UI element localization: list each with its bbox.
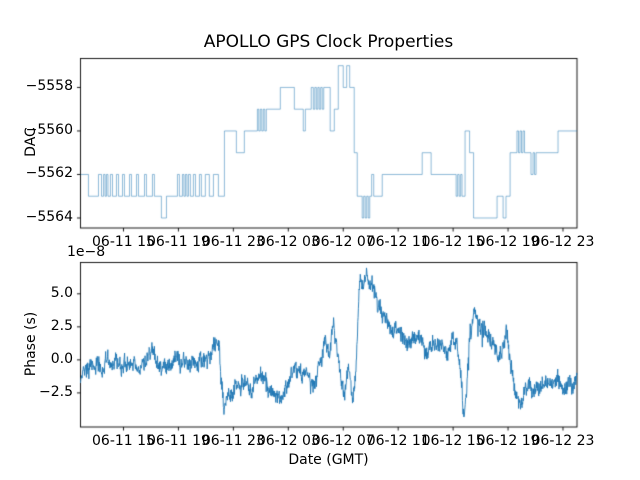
y-tick-label-dac: −5560 [25, 121, 73, 138]
x-tick-label-top: 06-12 19 [476, 233, 540, 250]
x-tick-label-top: 06-12 15 [421, 233, 485, 250]
x-tick-label-bottom: 06-12 07 [311, 432, 375, 449]
y-tick-label-dac: −5562 [25, 165, 73, 182]
x-tick-label-bottom: 06-11 23 [201, 432, 265, 449]
x-tick-label-bottom: 06-12 19 [476, 432, 540, 449]
y-tick-label-phase: −2.5 [39, 383, 73, 400]
x-axis-label: Date (GMT) [288, 452, 369, 468]
y-tick-label-phase: 0.0 [50, 350, 73, 367]
x-tick-label-top: 06-11 23 [201, 233, 265, 250]
x-tick-label-top: 06-11 19 [146, 233, 210, 250]
x-tick-label-bottom: 06-12 11 [366, 432, 430, 449]
x-tick-label-top: 06-12 11 [366, 233, 430, 250]
x-tick-label-bottom: 06-12 03 [256, 432, 320, 449]
x-tick-label-bottom: 06-12 23 [531, 432, 595, 449]
x-tick-label-top: 06-11 15 [92, 233, 155, 250]
x-tick-label-top: 06-12 03 [256, 233, 320, 250]
x-tick-label-bottom: 06-12 15 [421, 432, 485, 449]
y-tick-label-dac: −5558 [25, 78, 73, 95]
x-tick-label-top: 06-12 07 [311, 233, 375, 250]
x-tick-label-bottom: 06-11 19 [146, 432, 210, 449]
y-tick-label-phase: 5.0 [50, 284, 73, 301]
x-tick-label-bottom: 06-11 15 [92, 432, 155, 449]
figure-title: APOLLO GPS Clock Properties [203, 32, 454, 52]
y-tick-label-phase: 2.5 [50, 317, 73, 334]
y-axis-label-dac: DAC [23, 127, 39, 158]
axis-offset-text: 1e−8 [67, 243, 106, 260]
y-tick-label-dac: −5564 [25, 208, 73, 225]
x-tick-label-top: 06-12 23 [531, 233, 595, 250]
